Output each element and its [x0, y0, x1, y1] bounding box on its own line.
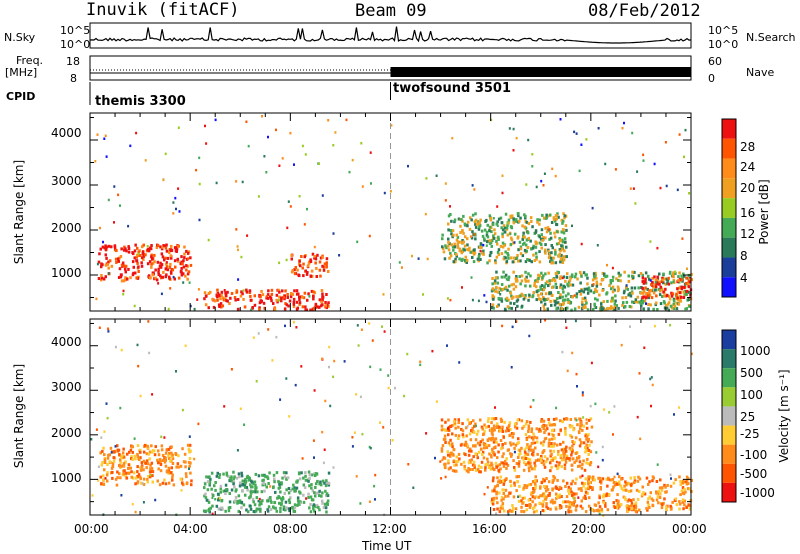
colorbar-velocity-swatch-2 — [722, 368, 736, 388]
colorbar-power-swatch-8 — [722, 277, 736, 297]
xtick-0: 00:00 — [74, 522, 109, 536]
colorbar-velocity-swatch-3 — [722, 387, 736, 407]
xtick-3: 12:00 — [372, 522, 407, 536]
date-title: 08/Feb/2012 — [588, 1, 701, 21]
colorbar-velocity-swatch-8 — [722, 482, 736, 502]
velocity-cbar-tick-500: 500 — [740, 366, 763, 380]
power-cbar-tick-20: 20 — [740, 181, 756, 195]
nave-tick-low: 0 — [708, 72, 715, 85]
freq-label: Freq. — [16, 54, 44, 67]
xtick-6: 00:00 — [672, 522, 707, 536]
velocity-background — [90, 319, 691, 515]
freq-unit: [MHz] — [5, 66, 38, 79]
colorbar-velocity-swatch-7 — [722, 463, 736, 483]
velocity-ytick-3000: 3000 — [51, 380, 82, 394]
nave-label: Nave — [746, 66, 775, 79]
colorbar-power-swatch-3 — [722, 178, 736, 199]
nsky-tick-high: 10^5 — [60, 24, 91, 37]
colorbar-power-swatch-2 — [722, 158, 736, 179]
velocity-heatmap-cells — [90, 319, 693, 517]
nsky-tick-low: 10^0 — [60, 38, 91, 51]
x-axis-label: Time UT — [362, 539, 412, 553]
xtick-2: 08:00 — [273, 522, 308, 536]
colorbar-power-swatch-5 — [722, 217, 736, 238]
colorbar-velocity-frame — [721, 329, 737, 503]
colorbar-velocity-swatch-4 — [722, 406, 736, 426]
nsearch-label: N.Search — [746, 31, 796, 44]
power-ytick-1000: 1000 — [51, 266, 82, 280]
cpid-segment-1: themis 3300 — [95, 94, 186, 109]
freq-tick-high: 18 — [66, 55, 80, 68]
colorbar-power-swatch-4 — [722, 198, 736, 218]
freq-band-twofsound — [390, 67, 691, 77]
nsky-panel-frame — [89, 22, 692, 49]
colorbar-power-swatch-1 — [722, 138, 736, 159]
colorbar-power-swatch-6 — [722, 237, 736, 258]
power-heatmap-cells — [94, 115, 693, 312]
xtick-4: 16:00 — [472, 522, 507, 536]
velocity-cbar-tick-1000: 1000 — [740, 344, 771, 358]
cpid-segment-2: twofsound 3501 — [393, 81, 512, 96]
freq-tick-low: 8 — [70, 72, 77, 85]
velocity-cbar-tick-minus100: -100 — [740, 448, 768, 462]
cpid-label: CPID — [6, 90, 36, 103]
velocity-cbar-tick-minus25: -25 — [740, 427, 760, 441]
colorbar-power-swatch-0 — [722, 119, 736, 139]
velocity-cbar-tick-minus1000: -1000 — [740, 486, 775, 500]
power-cbar-tick-4: 4 — [740, 271, 748, 285]
velocity-cbar-tick-minus500: -500 — [740, 467, 768, 481]
nsky-line — [89, 26, 692, 44]
power-cbar-tick-8: 8 — [740, 249, 748, 263]
velocity-cbar-tick-100: 100 — [740, 388, 763, 402]
colorbar-velocity-swatch-6 — [722, 444, 736, 464]
nsky-label: N.Sky — [4, 31, 36, 44]
velocity-ytick-1000: 1000 — [51, 471, 82, 485]
velocity-ytick-4000: 4000 — [51, 335, 82, 349]
colorbar-velocity-swatch-0 — [722, 330, 736, 350]
beam-title: Beam 09 — [355, 1, 427, 21]
station-title: Inuvik (fitACF) — [86, 0, 240, 20]
power-ytick-4000: 4000 — [51, 126, 82, 140]
power-cbar-tick-12: 12 — [740, 227, 756, 241]
power-cbar-tick-28: 28 — [740, 140, 756, 154]
power-cbar-tick-24: 24 — [740, 160, 756, 174]
xtick-5: 20:00 — [571, 522, 606, 536]
power-ytick-2000: 2000 — [51, 221, 82, 235]
velocity-cbar-tick-25: 25 — [740, 410, 756, 424]
nsearch-tick-low: 10^0 — [708, 38, 739, 51]
nsearch-tick-high: 10^5 — [708, 24, 739, 37]
colorbar-power-frame — [721, 118, 737, 298]
nave-tick-high: 60 — [708, 55, 722, 68]
power-ytick-3000: 3000 — [51, 174, 82, 188]
colorbar-velocity-swatch-1 — [722, 349, 736, 369]
colorbar-velocity-swatch-5 — [722, 425, 736, 445]
colorbar-power-swatch-7 — [722, 257, 736, 278]
power-cbar-tick-16: 16 — [740, 206, 756, 220]
velocity-ytick-2000: 2000 — [51, 426, 82, 440]
xtick-1: 04:00 — [173, 522, 208, 536]
